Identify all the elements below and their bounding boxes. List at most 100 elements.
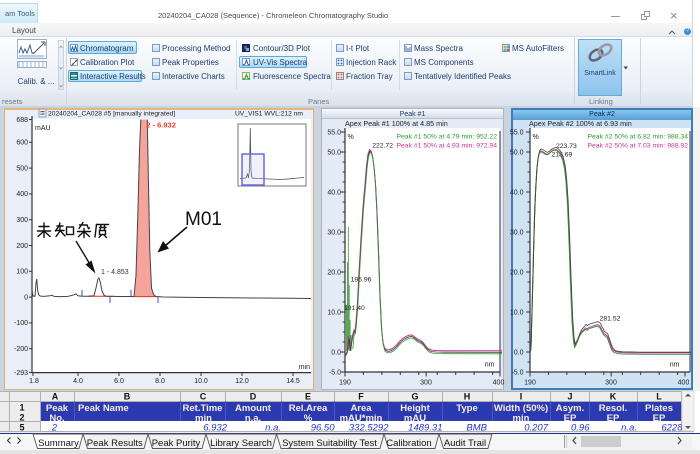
svg-text:Type: Type (456, 403, 477, 414)
svg-text:6.932: 6.932 (203, 423, 227, 434)
svg-text:55.0: 55.0 (510, 130, 524, 137)
svg-text:C: C (200, 392, 207, 402)
svg-text:n.a.: n.a. (265, 423, 281, 434)
svg-text:-293: -293 (14, 370, 28, 377)
svg-text:M01: M01 (185, 209, 222, 230)
svg-text:Height: Height (400, 403, 430, 414)
svg-text:191.40: 191.40 (344, 305, 365, 312)
svg-text:G: G (411, 392, 418, 402)
svg-text:L: L (656, 392, 662, 402)
svg-text:40.0: 40.0 (327, 190, 341, 197)
svg-text:50.0: 50.0 (327, 150, 341, 157)
svg-text:System Suitability Test: System Suitability Test (282, 438, 377, 449)
svg-text:Audit Trail: Audit Trail (444, 438, 486, 449)
svg-text:min: min (299, 364, 310, 371)
svg-text:0.207: 0.207 (524, 423, 548, 434)
svg-text:Peak Results: Peak Results (87, 438, 143, 449)
svg-text:-5.0: -5.0 (329, 370, 341, 377)
svg-text:400: 400 (16, 191, 28, 198)
svg-text:223.73: 223.73 (556, 143, 577, 150)
svg-text:688: 688 (16, 117, 28, 124)
svg-text:Width (50%): Width (50%) (494, 403, 548, 414)
svg-text:Apex Peak #2 100% at 6.93 min: Apex Peak #2 100% at 6.93 min (529, 119, 632, 128)
svg-text:I: I (520, 392, 523, 402)
svg-text:Plates: Plates (645, 403, 673, 414)
svg-text:10.0: 10.0 (327, 310, 341, 317)
svg-text:mAU: mAU (35, 125, 51, 132)
svg-text:5: 5 (19, 422, 24, 432)
svg-text:0.0: 0.0 (331, 350, 341, 357)
svg-text:30.0: 30.0 (327, 230, 341, 237)
svg-text:Resol.: Resol. (599, 403, 628, 414)
svg-text:-200: -200 (14, 346, 28, 353)
svg-text:2 - 6.932: 2 - 6.932 (146, 121, 176, 130)
svg-text:Area: Area (350, 403, 372, 414)
svg-text:400: 400 (678, 380, 690, 387)
svg-text:10.0: 10.0 (194, 378, 208, 385)
svg-text:190: 190 (339, 380, 351, 387)
svg-text:Calibration: Calibration (386, 438, 431, 449)
svg-text:-100: -100 (14, 320, 28, 327)
svg-text:332.5292: 332.5292 (349, 423, 389, 434)
svg-text:Library Search: Library Search (210, 438, 272, 449)
svg-text:10.0: 10.0 (510, 310, 524, 317)
svg-text:4.0: 4.0 (73, 378, 83, 385)
svg-text:Peak Name: Peak Name (78, 403, 129, 414)
svg-text:K: K (610, 392, 617, 402)
svg-text:%: % (533, 134, 539, 141)
svg-text:500: 500 (16, 165, 28, 172)
svg-text:Peak Purity: Peak Purity (152, 438, 201, 449)
svg-text:1 - 4.853: 1 - 4.853 (101, 269, 129, 276)
svg-text:F: F (358, 392, 364, 402)
svg-text:14.5: 14.5 (286, 378, 300, 385)
svg-text:0: 0 (24, 294, 28, 301)
svg-text:Peak #2 50% at 7.03 min: 988.9: Peak #2 50% at 7.03 min: 988.92 (587, 143, 688, 150)
svg-text:min: min (195, 413, 212, 424)
svg-text:190: 190 (524, 380, 536, 387)
svg-text:1.8: 1.8 (29, 378, 39, 385)
svg-text:300: 300 (605, 380, 617, 387)
svg-text:J: J (567, 392, 572, 402)
svg-text:Peak #1 50% at 4.93 min: 972.9: Peak #1 50% at 4.93 min: 972.94 (396, 143, 497, 150)
svg-text:n.a.: n.a. (621, 423, 637, 434)
svg-text:EP: EP (653, 413, 666, 424)
svg-text:Summary: Summary (38, 438, 79, 449)
svg-text:50.0: 50.0 (510, 150, 524, 157)
svg-text:55.0: 55.0 (327, 130, 341, 137)
svg-text:200: 200 (16, 243, 28, 250)
svg-text:20.0: 20.0 (510, 270, 524, 277)
svg-text:n.a.: n.a. (245, 413, 261, 424)
svg-text:6.0: 6.0 (114, 378, 124, 385)
svg-text:UV_VIS1 WVL:212 nm: UV_VIS1 WVL:212 nm (235, 111, 303, 118)
svg-text:min: min (513, 413, 530, 424)
svg-text:Rel.Area: Rel.Area (289, 403, 328, 414)
svg-text:0.96: 0.96 (571, 423, 590, 434)
svg-text:%: % (304, 413, 313, 424)
svg-text:-5.0: -5.0 (511, 370, 523, 377)
svg-text:%: % (348, 134, 354, 141)
svg-text:Peak #2 50% at 6.82 min: 988.3: Peak #2 50% at 6.82 min: 988.34 (587, 134, 688, 141)
svg-text:222.72: 222.72 (372, 143, 393, 150)
svg-text:Asym.: Asym. (556, 403, 585, 414)
svg-text:2: 2 (19, 412, 24, 422)
svg-text:Peak #1 50% at 4.79 min: 952.2: Peak #1 50% at 4.79 min: 952.22 (396, 134, 497, 141)
svg-text:mAU: mAU (404, 413, 426, 424)
svg-text:Amount: Amount (235, 403, 272, 414)
svg-text:B: B (124, 392, 131, 402)
svg-text:E: E (305, 392, 311, 402)
svg-text:EP: EP (564, 413, 577, 424)
svg-text:300: 300 (420, 380, 432, 387)
svg-text:1489.31: 1489.31 (408, 423, 442, 434)
svg-text:12.0: 12.0 (235, 378, 249, 385)
svg-text:A: A (52, 392, 59, 402)
svg-text:40.0: 40.0 (510, 190, 524, 197)
svg-text:BMB: BMB (466, 423, 487, 434)
svg-text:30.0: 30.0 (510, 230, 524, 237)
svg-text:Ret.Time: Ret.Time (183, 403, 223, 414)
svg-text:nm: nm (670, 362, 680, 369)
svg-text:300: 300 (16, 217, 28, 224)
svg-text:96.50: 96.50 (311, 423, 335, 434)
svg-text:400: 400 (493, 380, 505, 387)
svg-text:0.0: 0.0 (514, 350, 524, 357)
svg-text:100: 100 (16, 269, 28, 276)
